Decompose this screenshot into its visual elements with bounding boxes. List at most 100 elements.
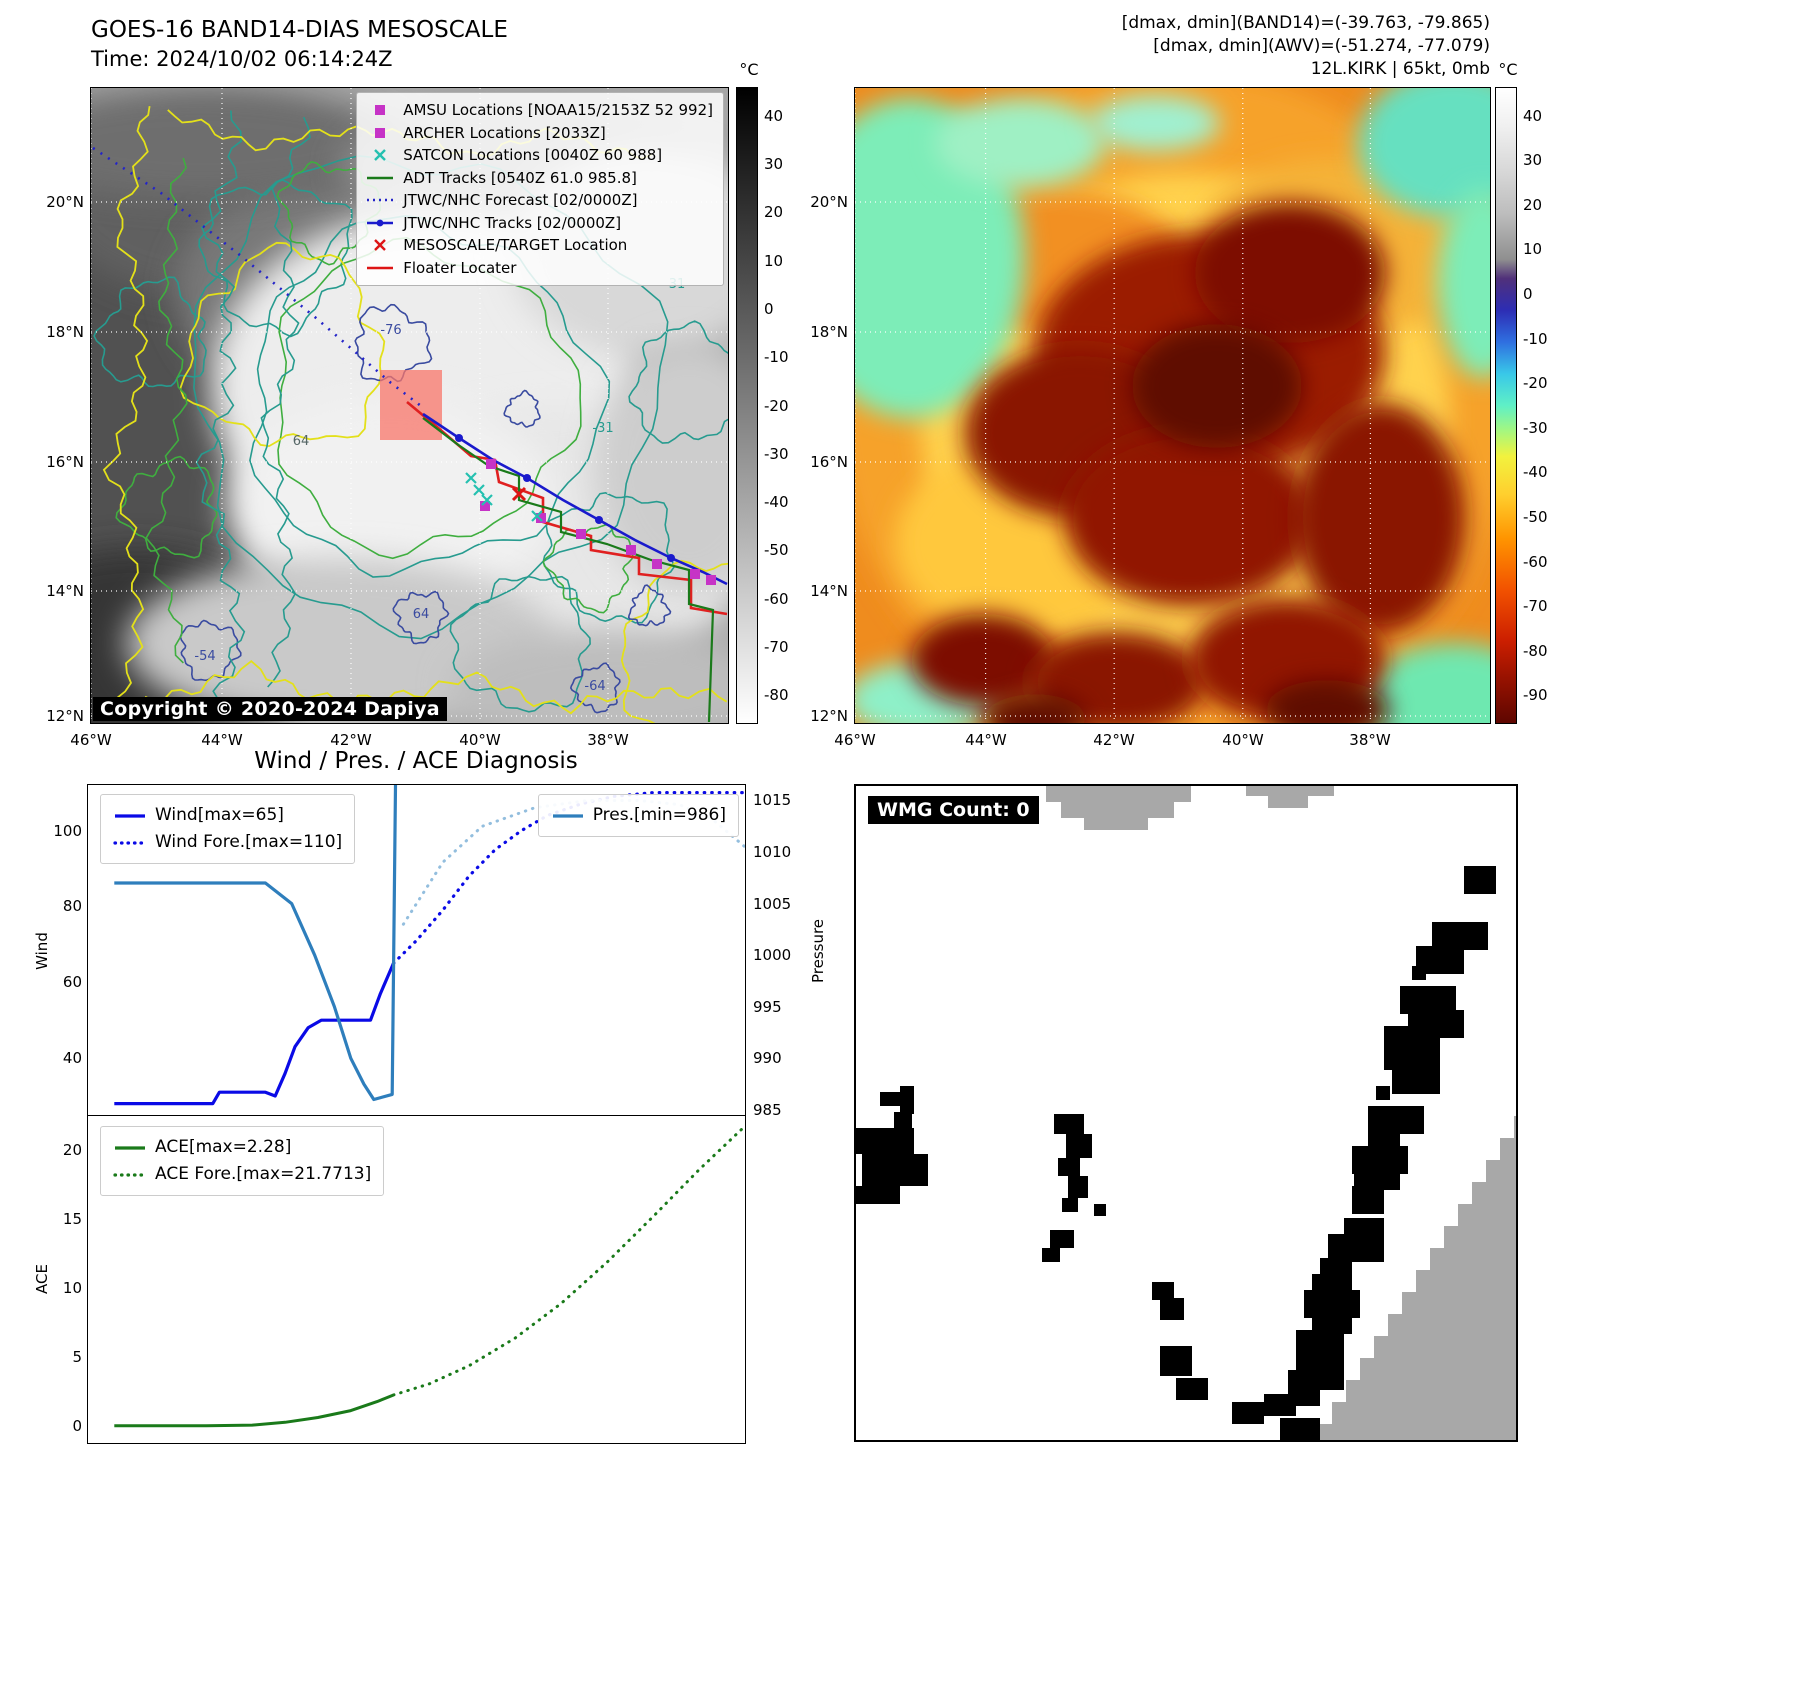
y-tick-label: 15 — [62, 1210, 82, 1229]
contour-label: 64 — [413, 607, 430, 622]
legend-item: JTWC/NHC Tracks [02/0000Z] — [365, 212, 713, 235]
copyright-label: Copyright © 2020-2024 Dapiya — [93, 697, 447, 721]
chart-legend: Wind[max=65] Wind Fore.[max=110] — [100, 794, 356, 865]
colorbar-tick: 10 — [764, 251, 784, 270]
lat-label: 20°N — [810, 193, 848, 211]
legend-item: ADT Tracks [0540Z 61.0 985.8] — [365, 167, 713, 190]
colorbar-tick: 40 — [764, 106, 784, 125]
legend-item-label: ACE[max=2.28] — [155, 1137, 292, 1157]
chart-legend: Pres.[min=986] — [537, 794, 739, 838]
colorbar-tick: 30 — [1523, 151, 1543, 170]
legend-item-label: ACE Fore.[max=21.7713] — [155, 1164, 372, 1185]
line-dot-icon — [367, 219, 394, 227]
amsu-marker — [536, 513, 546, 523]
colorbar-tick: 20 — [764, 203, 784, 222]
colorbar-tick: -20 — [764, 396, 789, 415]
dotted-line-icon — [113, 841, 147, 845]
square-icon — [375, 127, 386, 138]
series-ace-fore- — [392, 1124, 745, 1397]
band14-map-legend: AMSU Locations [NOAA15/2153Z 52 992] ARCH… — [356, 92, 724, 286]
legend-item: JTWC/NHC Forecast [02/0000Z] — [365, 189, 713, 212]
satcon-marker — [473, 484, 485, 496]
diagnosis-title: Wind / Pres. / ACE Diagnosis — [254, 748, 578, 774]
legend-item-label: ADT Tracks [0540Z 61.0 985.8] — [403, 168, 637, 187]
contour-label: -54 — [194, 649, 215, 664]
colorbar-tick: 20 — [1523, 195, 1543, 214]
dmax-dmin-band14: [dmax, dmin](BAND14)=(-39.763, -79.865) — [1121, 13, 1490, 33]
jtwc-track — [422, 412, 728, 586]
lon-label: 38°W — [587, 731, 629, 749]
legend-item: MESOSCALE/TARGET Location — [365, 234, 713, 257]
lon-label: 40°W — [459, 731, 501, 749]
lon-label: 44°W — [965, 731, 1007, 749]
awv-header-block: [dmax, dmin](BAND14)=(-39.763, -79.865) … — [1122, 12, 1490, 81]
y-tick-label: 10 — [62, 1279, 82, 1298]
y-tick-label: 20 — [62, 1141, 82, 1160]
amsu-marker — [576, 529, 586, 539]
y-tick-label: 40 — [62, 1049, 82, 1068]
dmax-dmin-awv: [dmax, dmin](AWV)=(-51.274, -77.079) — [1153, 35, 1490, 56]
band14-map-panel: -76-31316464-64-54 AMSU Locations [NOAA1… — [90, 87, 729, 724]
lat-label: 18°N — [810, 323, 848, 341]
series-wind-fore- — [391, 790, 745, 965]
colorbar-tick: -50 — [1523, 507, 1548, 526]
wmg-panel: WMG Count: 0 — [854, 784, 1518, 1442]
x-icon — [374, 149, 387, 162]
colorbar-tick: -50 — [764, 541, 789, 560]
band14-colorbar — [736, 87, 758, 724]
line-icon — [552, 813, 583, 818]
lat-label: 16°N — [46, 453, 84, 471]
colorbar-tick: 0 — [764, 299, 774, 318]
colorbar-tick: -40 — [1523, 463, 1548, 482]
amsu-marker — [480, 501, 490, 511]
y-tick-label: 990 — [753, 1049, 782, 1068]
dotted-icon — [367, 199, 394, 202]
awv-colorbar-unit: °C — [1498, 60, 1518, 79]
chart-legend: ACE[max=2.28] ACE Fore.[max=21.7713] — [100, 1126, 385, 1197]
series-ace — [114, 1393, 395, 1428]
satcon-marker — [531, 510, 543, 522]
contour-label: -64 — [584, 679, 605, 694]
amsu-marker — [652, 559, 662, 569]
wmg-count-label: WMG Count: 0 — [868, 796, 1039, 824]
legend-item: SATCON Locations [0040Z 60 988] — [365, 144, 713, 167]
lat-label: 18°N — [46, 323, 84, 341]
legend-item-label: Floater Locater — [403, 258, 517, 277]
legend-item: ARCHER Locations [2033Z] — [365, 122, 713, 145]
lon-label: 46°W — [834, 731, 876, 749]
graticule — [855, 88, 1490, 723]
legend-item-label: SATCON Locations [0040Z 60 988] — [403, 146, 663, 164]
band14-title: GOES-16 BAND14-DIAS MESOSCALE — [91, 17, 508, 43]
colorbar-tick: -80 — [764, 686, 789, 705]
awv-satellite-image — [855, 88, 1490, 723]
legend-item-label: Wind[max=65] — [155, 805, 284, 825]
y-tick-label: 60 — [62, 973, 82, 992]
colorbar-tick: -60 — [764, 589, 789, 608]
legend-item-label: JTWC/NHC Tracks [02/0000Z] — [403, 213, 622, 232]
legend-item-label: Pres.[min=986] — [592, 805, 726, 825]
target-x-marker — [511, 486, 527, 502]
contour-label: -31 — [592, 421, 613, 436]
lat-label: 16°N — [810, 453, 848, 471]
contour-label: 64 — [293, 434, 310, 449]
lon-label: 46°W — [70, 731, 112, 749]
colorbar-tick: -70 — [764, 638, 789, 657]
y-tick-label: 1015 — [753, 791, 792, 810]
band14-colorbar-unit: °C — [739, 60, 759, 79]
legend-item: ACE[max=2.28] — [113, 1134, 371, 1161]
band14-timestamp: Time: 2024/10/02 06:14:24Z — [91, 46, 393, 71]
lat-label: 14°N — [46, 582, 84, 600]
colorbar-tick: -40 — [764, 493, 789, 512]
lon-label: 44°W — [201, 731, 243, 749]
lat-label: 20°N — [46, 193, 84, 211]
colorbar-tick: 0 — [1523, 285, 1533, 304]
series-wind — [114, 962, 395, 1106]
band14-title-block: GOES-16 BAND14-DIAS MESOSCALE Time: 2024… — [91, 16, 508, 73]
awv-colorbar — [1495, 87, 1517, 724]
colorbar-tick: -10 — [1523, 329, 1548, 348]
y-tick-label: 995 — [753, 997, 782, 1016]
line-icon — [367, 176, 394, 179]
y-tick-label: 1010 — [753, 843, 792, 862]
y-tick-label: 1005 — [753, 894, 792, 913]
storm-id-label: 12L.KIRK | 65kt, 0mb — [1310, 58, 1490, 79]
